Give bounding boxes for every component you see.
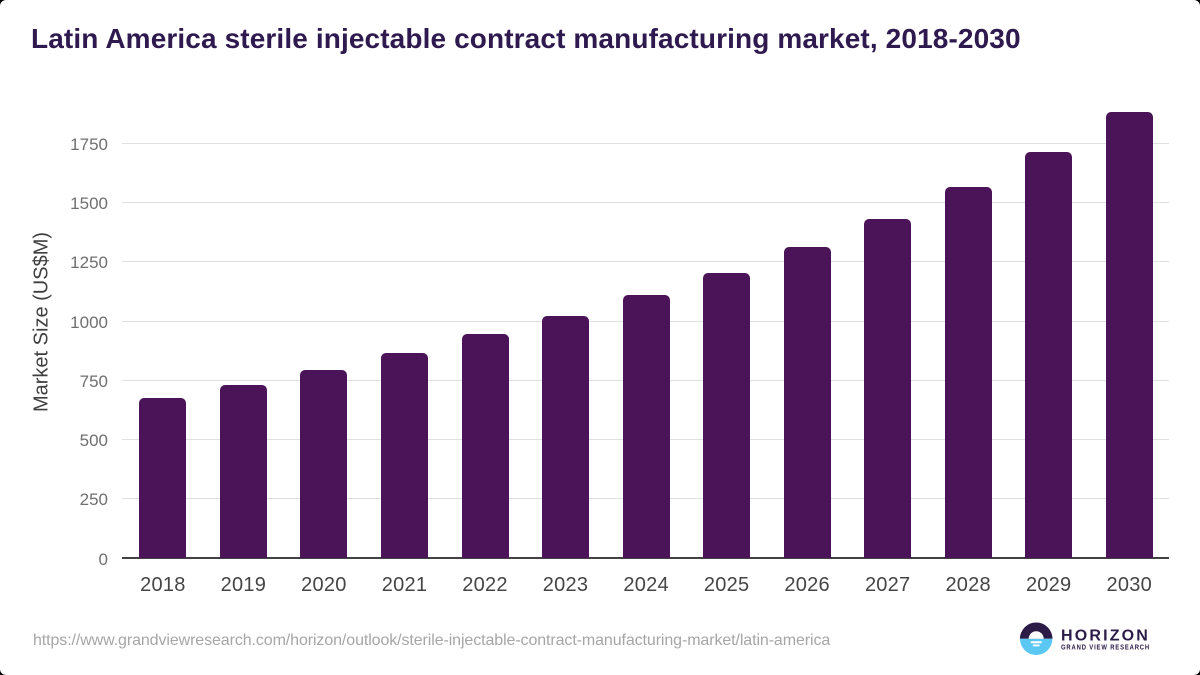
svg-text:GRAND VIEW RESEARCH: GRAND VIEW RESEARCH (1061, 645, 1150, 652)
svg-text:HORIZON: HORIZON (1061, 627, 1150, 644)
